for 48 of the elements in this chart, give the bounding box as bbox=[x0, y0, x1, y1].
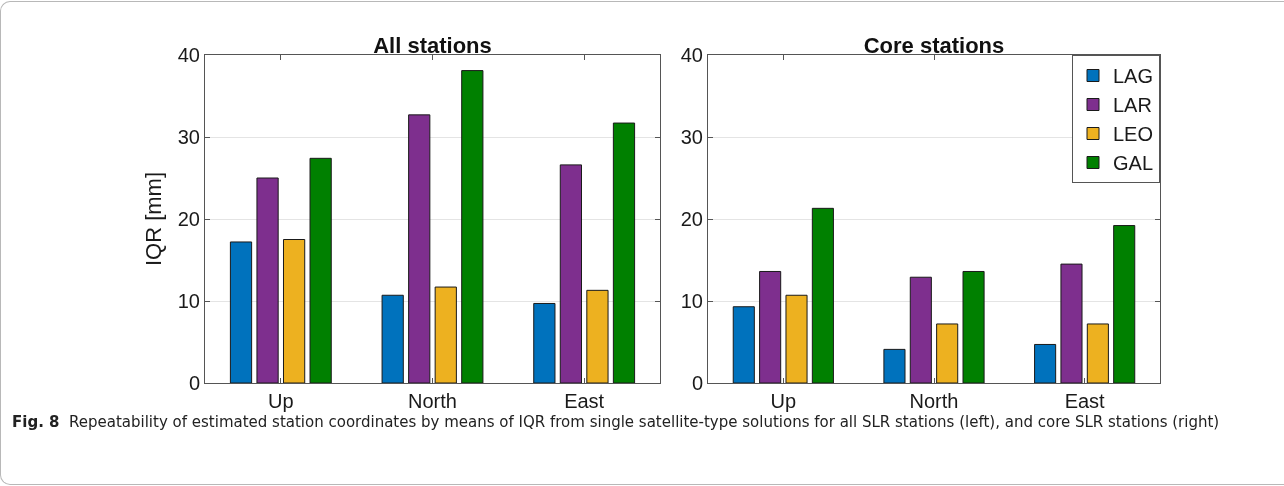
x-tick-label: Up bbox=[770, 390, 797, 412]
y-tick-label: 20 bbox=[177, 208, 200, 230]
y-tick-label: 40 bbox=[680, 44, 703, 66]
bar bbox=[256, 177, 279, 383]
y-tick-label: 30 bbox=[680, 126, 703, 148]
x-tick-label: North bbox=[408, 390, 457, 412]
bar bbox=[732, 306, 755, 383]
bar bbox=[533, 302, 556, 383]
bar bbox=[229, 241, 253, 383]
x-tick-label: North bbox=[909, 390, 959, 412]
bar bbox=[559, 164, 583, 383]
y-tick-label: 40 bbox=[177, 44, 200, 66]
x-tick-label: Up bbox=[268, 390, 294, 412]
bar bbox=[759, 270, 782, 383]
bar bbox=[1060, 263, 1083, 383]
bar bbox=[1086, 323, 1109, 383]
bar bbox=[1113, 225, 1136, 383]
y-tick-label: 0 bbox=[691, 372, 703, 394]
bar bbox=[434, 286, 457, 383]
legend-label: LAG bbox=[1113, 65, 1154, 88]
bar bbox=[811, 207, 834, 383]
y-tick-label: 10 bbox=[177, 290, 200, 312]
bar bbox=[785, 294, 808, 383]
legend-label: LEO bbox=[1113, 123, 1154, 146]
bar bbox=[962, 270, 985, 383]
chart-title: All stations bbox=[373, 33, 492, 58]
y-tick-label: 10 bbox=[680, 290, 703, 312]
bar bbox=[408, 114, 431, 383]
x-tick-label: East bbox=[1064, 390, 1106, 412]
bar bbox=[1034, 343, 1057, 383]
y-axis-title: IQR [mm] bbox=[140, 171, 166, 267]
bar bbox=[586, 289, 609, 383]
bar bbox=[282, 239, 306, 383]
bar bbox=[936, 323, 959, 383]
bar bbox=[381, 294, 404, 383]
y-tick-label: 30 bbox=[177, 126, 200, 148]
bar bbox=[909, 276, 932, 383]
legend-label: GAL bbox=[1113, 152, 1154, 175]
bar bbox=[883, 348, 906, 383]
legend-label: LAR bbox=[1113, 94, 1152, 117]
bar bbox=[309, 157, 332, 383]
chart-title: Core stations bbox=[863, 33, 1005, 58]
y-tick-label: 0 bbox=[188, 372, 200, 394]
bar bbox=[612, 122, 636, 383]
caption: Fig. 8 Repeatability of estimated station coordinates by means of IQR from single satellite-type solutions for all SLR stations (left), and core SLR stations (right) bbox=[12, 413, 1220, 431]
x-tick-label: East bbox=[564, 390, 605, 412]
y-tick-label: 20 bbox=[680, 208, 703, 230]
bar bbox=[461, 70, 484, 383]
